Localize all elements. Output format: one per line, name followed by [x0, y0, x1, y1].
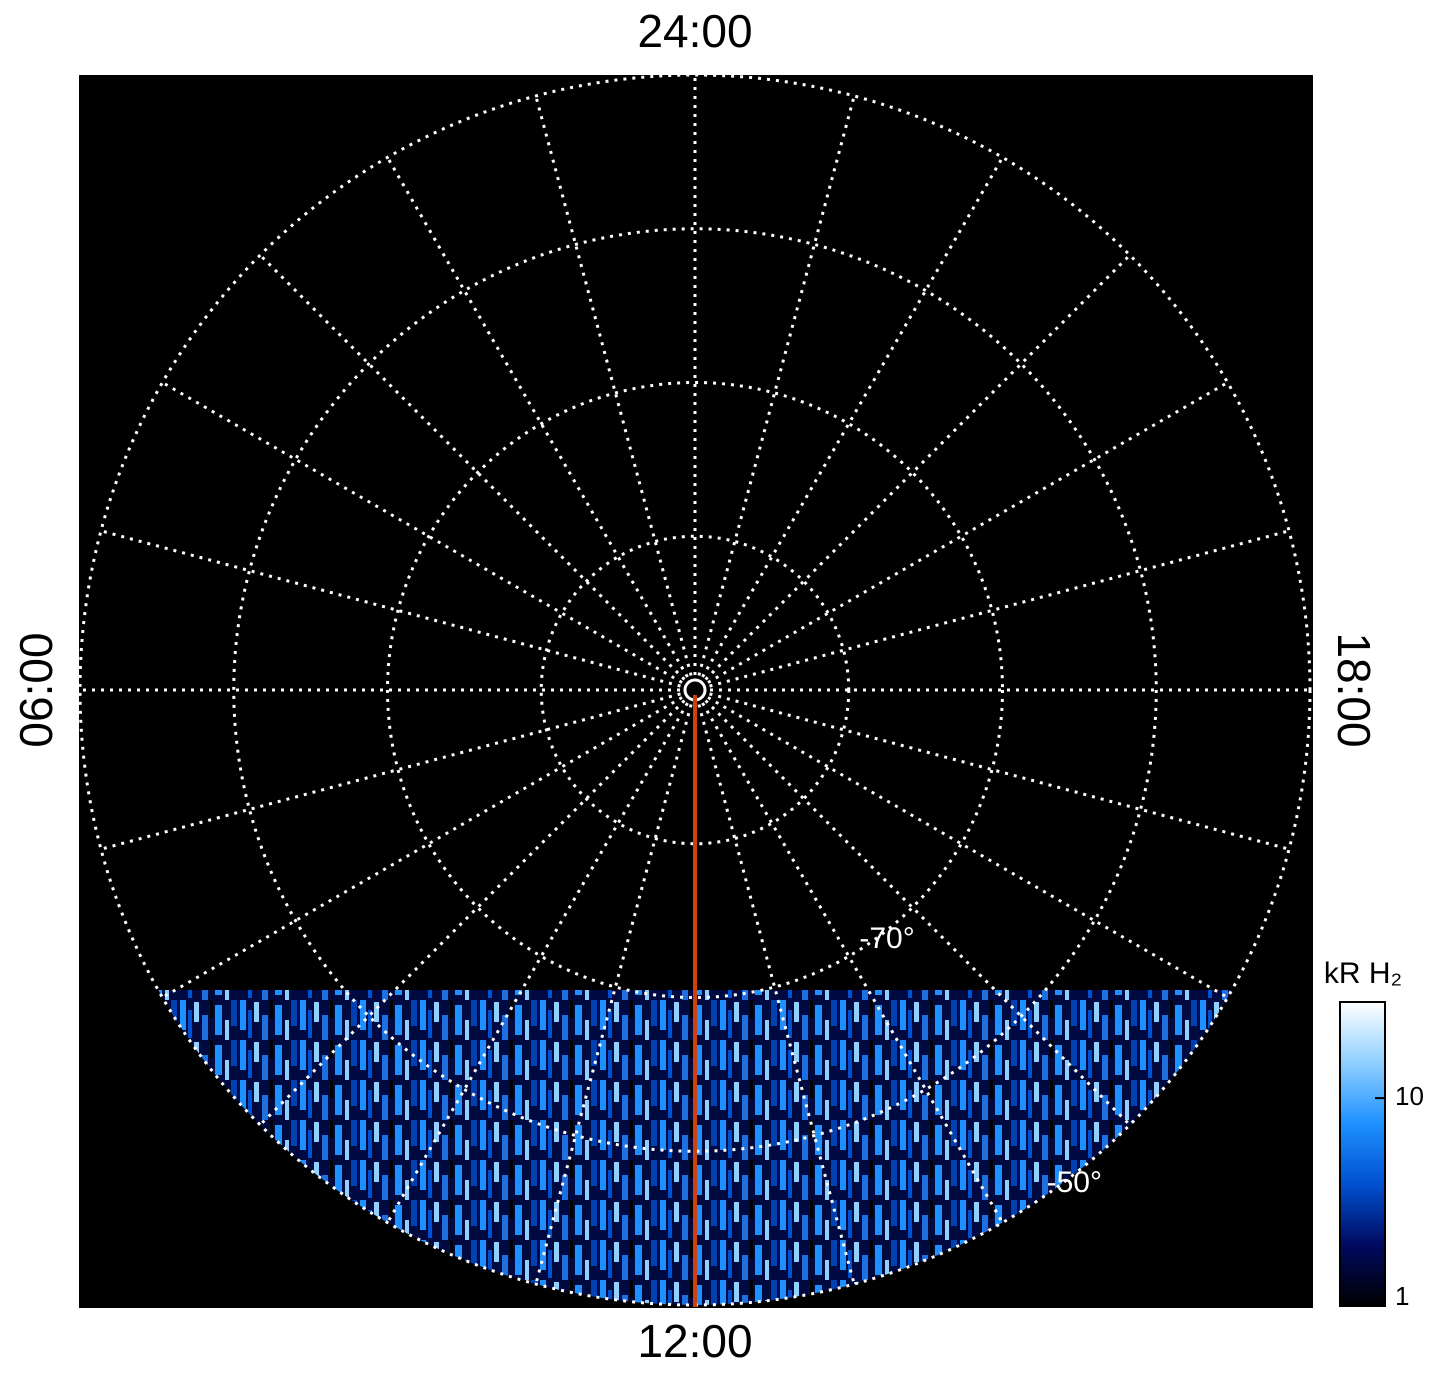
- local-time-spoke: [534, 704, 693, 1285]
- colorbar-tick-label: 10: [1395, 1081, 1424, 1111]
- latitude-ring: [232, 227, 1158, 1153]
- local-time-spoke: [100, 692, 681, 851]
- colorbar-title: kR H₂: [1324, 957, 1402, 990]
- local-time-label: 24:00: [637, 5, 752, 57]
- local-time-spoke: [701, 156, 1004, 678]
- colorbar: [1339, 1001, 1386, 1307]
- local-time-label: 12:00: [637, 1315, 752, 1367]
- colorbar-tick-label: 1: [1395, 1281, 1409, 1311]
- local-time-spoke: [100, 529, 681, 688]
- latitude-label: -70°: [859, 922, 914, 955]
- local-time-spoke: [386, 702, 689, 1224]
- local-time-spoke: [709, 692, 1290, 851]
- local-time-spoke: [697, 704, 856, 1285]
- local-time-spoke: [707, 381, 1229, 684]
- local-time-spoke: [707, 696, 1229, 999]
- latitude-label: -50°: [1047, 1166, 1102, 1199]
- local-time-spoke: [697, 95, 856, 676]
- local-time-label: 06:00: [10, 632, 62, 747]
- latitude-ring: [386, 381, 1004, 999]
- local-time-spoke: [701, 702, 1004, 1224]
- local-time-spoke: [259, 254, 686, 681]
- local-time-spoke: [704, 699, 1131, 1126]
- local-time-spoke: [259, 699, 686, 1126]
- local-time-spoke: [709, 529, 1290, 688]
- local-time-spoke: [161, 381, 683, 684]
- local-time-spoke: [704, 254, 1131, 681]
- local-time-label: 18:00: [1328, 632, 1380, 747]
- latitude-ring: [539, 534, 851, 846]
- local-time-spoke: [161, 696, 683, 999]
- local-time-spoke: [386, 156, 689, 678]
- local-time-spoke: [534, 95, 693, 676]
